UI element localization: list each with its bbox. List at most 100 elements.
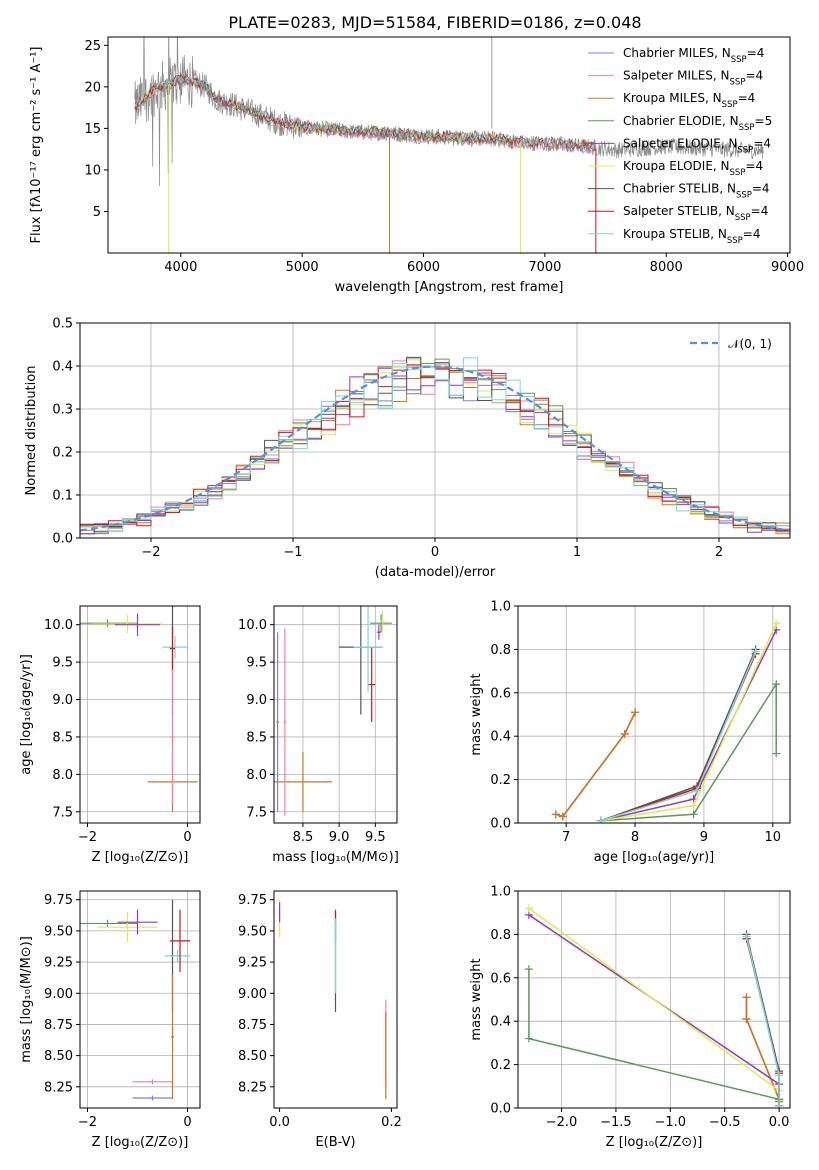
massweight-vs-age-series-chabrier-elodie	[600, 681, 777, 822]
massweight-vs-age-marker	[772, 619, 781, 628]
massweight-vs-Z-frame: −2.0 −1.5 −1.0 −0.5 0.0 0.0 0.2 0.4 0.6 0.8 1.0 Z […	[469, 885, 791, 1150]
mass-vs-Z-ytick-label: 9.75	[44, 893, 73, 908]
age-vs-Z-ytick-label: 8.5	[52, 730, 73, 745]
mass-vs-Z-ylabel: mass [log₁₀(M/M⊙)]	[19, 936, 34, 1063]
age-vs-Z-ytick-label: 10.0	[44, 618, 73, 633]
residuals-ytick-label: 0.1	[52, 489, 73, 504]
mass-vs-EBV-ytick-label: 8.50	[238, 1049, 267, 1064]
massweight-vs-age-xtick-label: 10	[765, 830, 782, 845]
residuals-hist-kroupa-stelib	[80, 357, 790, 532]
spectrum-axes	[108, 37, 790, 253]
massweight-vs-Z-ytick-label: 0.4	[490, 1015, 511, 1030]
massweight-vs-Z-marker	[742, 993, 751, 1002]
massweight-vs-age-ytick-label: 0.4	[490, 730, 511, 745]
mass-vs-Z-ytick-label: 9.50	[44, 924, 73, 939]
age-vs-Z-ytick-label: 8.0	[52, 768, 73, 783]
age-vs-mass-ytick-label: 8.5	[246, 730, 267, 745]
age-vs-mass-frame: 8.5 9.0 9.5 7.5 8.0 8.5 9.0 9.5 10.0 mass [log₁₀(…	[238, 605, 399, 865]
residuals-ytick-label: 0.0	[52, 532, 73, 547]
mass-vs-Z-marks	[80, 899, 190, 1101]
residuals-axes	[80, 322, 790, 539]
massweight-vs-Z-xtick-label: −1.0	[655, 1115, 687, 1130]
age-vs-mass-xtick-label: 9.0	[329, 830, 350, 845]
mass-vs-EBV-ytick-label: 9.75	[238, 893, 267, 908]
massweight-vs-age-marker	[551, 810, 560, 819]
spectrum-model-chabrier-stelib	[134, 74, 596, 152]
massweight-vs-age-axes	[518, 605, 790, 824]
massweight-vs-age-plot-area	[518, 606, 790, 823]
massweight-vs-age-marks	[551, 619, 781, 823]
massweight-vs-Z-marker	[775, 1071, 784, 1080]
massweight-vs-Z-ytick-label: 0.6	[490, 971, 511, 986]
residuals-xlabel: (data-model)/error	[375, 565, 496, 580]
mass-vs-EBV-ytick-label: 9.50	[238, 924, 267, 939]
massweight-vs-age-marker	[772, 749, 781, 758]
massweight-vs-Z-ytick-label: 0.2	[490, 1058, 511, 1073]
age-vs-Z-frame: −2 0 7.5 8.0 8.5 9.0 9.5 10.0 Z [log₁₀(Z/Z⊙)] age…	[19, 605, 201, 865]
mass-vs-EBV-xtick-label: 0.0	[269, 1115, 290, 1130]
mass-vs-EBV-frame: 0.0 0.2 8.25 8.50 8.75 9.00 9.25 9.50 9.75 E(B-V)	[238, 890, 402, 1150]
massweight-vs-Z-marker	[775, 1101, 784, 1108]
age-vs-mass-ytick-label: 10.0	[238, 618, 267, 633]
massweight-vs-Z-xtick-label: 0.0	[769, 1115, 790, 1130]
massweight-vs-Z-xtick-label: −1.5	[600, 1115, 632, 1130]
age-vs-Z-ytick-label: 7.5	[52, 805, 73, 820]
mass-vs-Z-xtick-label: 0	[183, 1115, 191, 1130]
age-vs-Z-ytick-label: 9.5	[52, 656, 73, 671]
massweight-vs-Z-marker	[524, 904, 533, 913]
age-vs-mass-axes	[274, 606, 397, 823]
massweight-vs-age-ytick-label: 0.8	[490, 643, 511, 658]
residuals-normal-curve	[80, 365, 790, 532]
age-vs-mass-ytick-label: 9.0	[246, 693, 267, 708]
residuals-xtick-label: 0	[431, 545, 439, 560]
mass-vs-Z-axes	[80, 891, 200, 1108]
age-vs-Z-ylabel: age [log₁₀(age/yr)]	[19, 654, 34, 775]
spectrum-xlabel: wavelength [Angstrom, rest frame]	[335, 280, 564, 295]
legend-entry: 𝒩(0, 1)	[728, 337, 772, 351]
spectrum-marks	[134, 37, 764, 253]
mass-vs-EBV-ytick-label: 8.75	[238, 1018, 267, 1033]
massweight-vs-age-marker	[772, 680, 781, 689]
massweight-vs-age-ytick-label: 0.2	[490, 773, 511, 788]
residuals-xtick-label: 1	[573, 545, 581, 560]
massweight-vs-Z-ytick-label: 0.8	[490, 928, 511, 943]
massweight-vs-age-marker	[558, 812, 567, 821]
massweight-vs-age-frame: 7 8 9 10 0.0 0.2 0.4 0.6 0.8 1.0 age [log₁₀(age/yr…	[469, 600, 791, 865]
massweight-vs-Z-marker	[524, 1034, 533, 1043]
residuals-xtick-label: 2	[715, 545, 723, 560]
residuals-frame: −2 −1 0 1 2 0.0 0.1 0.2 0.3 0.4 0.5 (data-model)/er…	[24, 317, 791, 580]
age-vs-mass-xtick-label: 8.5	[293, 830, 314, 845]
age-vs-Z-xtick-label: −2	[78, 830, 97, 845]
age-vs-Z-xlabel: Z [log₁₀(Z/Z⊙)]	[92, 850, 189, 865]
spectrum-ytick-label: 5	[93, 205, 101, 220]
spectrum-model-chabrier-miles	[134, 76, 596, 153]
mass-vs-Z-xlabel: Z [log₁₀(Z/Z⊙)]	[92, 1135, 189, 1150]
massweight-vs-Z-marker	[524, 965, 533, 974]
spectrum-xtick-label: 7000	[528, 260, 561, 275]
mass-vs-Z-xtick-label: −2	[78, 1115, 97, 1130]
age-vs-mass-xtick-label: 9.5	[365, 830, 386, 845]
massweight-vs-age-marker	[689, 810, 698, 819]
mass-vs-EBV-axes	[274, 891, 397, 1108]
spectrum-ytick-label: 15	[84, 122, 101, 137]
massweight-vs-age-xtick-label: 7	[562, 830, 570, 845]
spectrum-model-kroupa-stelib	[134, 72, 596, 152]
massweight-vs-age-ytick-label: 1.0	[490, 600, 511, 615]
residuals-xtick-label: −2	[141, 545, 160, 560]
mass-vs-EBV-ytick-label: 9.00	[238, 987, 267, 1002]
residuals-ytick-label: 0.3	[52, 403, 73, 418]
age-vs-Z-marks	[80, 606, 198, 812]
residuals-ytick-label: 0.5	[52, 317, 73, 332]
massweight-vs-Z-marker	[742, 1015, 751, 1024]
massweight-vs-Z-ytick-label: 1.0	[490, 885, 511, 900]
massweight-vs-age-marker	[631, 708, 640, 717]
mass-vs-EBV-xlabel: E(B-V)	[315, 1135, 355, 1150]
massweight-vs-age-marker	[689, 801, 698, 810]
residuals-xtick-label: −1	[283, 545, 302, 560]
age-vs-mass-ytick-label: 8.0	[246, 768, 267, 783]
spectrum-frame: 4000 5000 6000 7000 8000 9000 5 10 15 20 25 wavelen…	[29, 36, 804, 295]
massweight-vs-Z-marks	[524, 904, 784, 1108]
residuals-hist-salpeter-elodie	[80, 367, 790, 535]
panels: 4000 5000 6000 7000 8000 9000510152025wavelen…	[19, 36, 804, 1150]
